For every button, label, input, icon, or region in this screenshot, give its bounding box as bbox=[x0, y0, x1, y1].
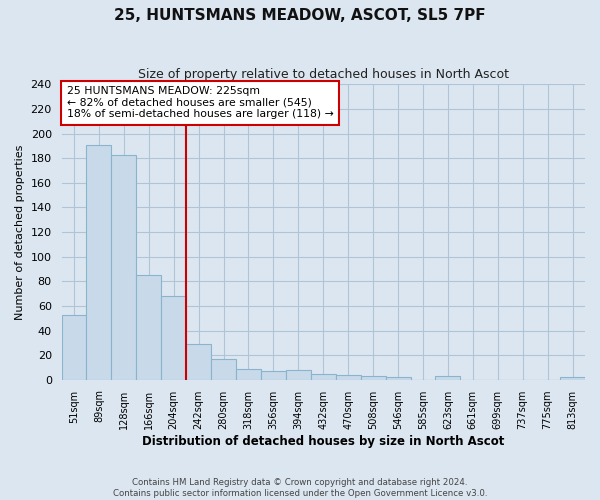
Bar bbox=[236, 368, 261, 380]
Bar bbox=[261, 371, 286, 380]
Bar bbox=[311, 374, 336, 380]
Title: Size of property relative to detached houses in North Ascot: Size of property relative to detached ho… bbox=[138, 68, 509, 80]
Bar bbox=[112, 154, 136, 380]
Text: Contains HM Land Registry data © Crown copyright and database right 2024.
Contai: Contains HM Land Registry data © Crown c… bbox=[113, 478, 487, 498]
Y-axis label: Number of detached properties: Number of detached properties bbox=[15, 144, 25, 320]
Bar bbox=[136, 275, 161, 380]
Bar bbox=[161, 296, 186, 380]
Bar bbox=[211, 359, 236, 380]
Bar bbox=[436, 376, 460, 380]
Bar bbox=[62, 314, 86, 380]
Bar bbox=[286, 370, 311, 380]
Bar bbox=[336, 375, 361, 380]
Text: 25, HUNTSMANS MEADOW, ASCOT, SL5 7PF: 25, HUNTSMANS MEADOW, ASCOT, SL5 7PF bbox=[114, 8, 486, 22]
X-axis label: Distribution of detached houses by size in North Ascot: Distribution of detached houses by size … bbox=[142, 434, 505, 448]
Bar bbox=[86, 144, 112, 380]
Bar bbox=[386, 378, 410, 380]
Bar bbox=[186, 344, 211, 380]
Text: 25 HUNTSMANS MEADOW: 225sqm
← 82% of detached houses are smaller (545)
18% of se: 25 HUNTSMANS MEADOW: 225sqm ← 82% of det… bbox=[67, 86, 334, 119]
Bar bbox=[361, 376, 386, 380]
Bar bbox=[560, 378, 585, 380]
